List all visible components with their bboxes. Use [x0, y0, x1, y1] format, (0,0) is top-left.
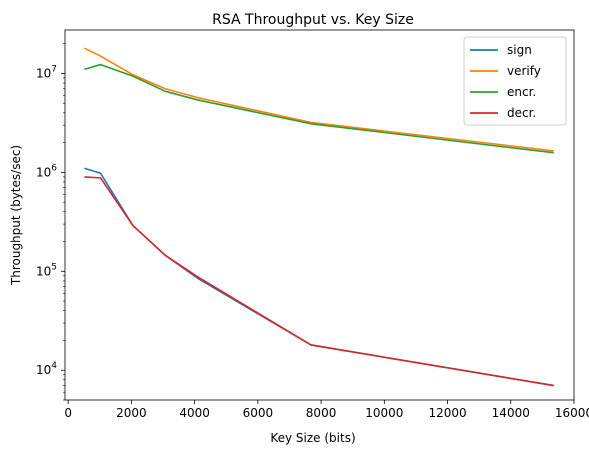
- legend-box: [463, 36, 567, 126]
- legend-label-1: verify: [507, 64, 541, 78]
- x-tick-label: 16000: [555, 406, 589, 420]
- x-tick-label: 10000: [365, 406, 403, 420]
- series-lines: [84, 47, 554, 387]
- x-tick-label: 4000: [179, 406, 210, 420]
- legend-label-2: encr.: [507, 85, 536, 99]
- x-tick-label: 8000: [306, 406, 337, 420]
- y-axis-ticks: 104 105 106 107: [36, 43, 65, 401]
- legend: sign verify encr. decr.: [463, 36, 567, 126]
- x-tick-label: 6000: [243, 406, 274, 420]
- plot-area-frame: [64, 29, 575, 401]
- legend-label-0: sign: [507, 43, 532, 57]
- y-tick-label: 104: [36, 361, 57, 377]
- y-tick-label: 105: [36, 262, 57, 278]
- series-line-2: [84, 63, 554, 154]
- x-axis-label: Key Size (bits): [270, 431, 355, 445]
- x-tick-label: 12000: [428, 406, 466, 420]
- chart-title: RSA Throughput vs. Key Size: [212, 12, 414, 28]
- y-tick-label: 107: [36, 64, 57, 80]
- y-tick-label: 106: [36, 163, 57, 179]
- series-line-0: [84, 167, 554, 387]
- legend-label-3: decr.: [507, 106, 536, 120]
- series-line-1: [84, 47, 554, 152]
- series-line-3: [84, 176, 554, 387]
- x-tick-label: 0: [64, 406, 72, 420]
- y-axis-label: Throughput (bytes/sec): [9, 145, 23, 286]
- x-tick-label: 2000: [116, 406, 147, 420]
- x-axis-ticks: 0 2000 4000 6000 8000 10000 12000 14000 16000: [64, 400, 589, 420]
- x-tick-label: 14000: [492, 406, 530, 420]
